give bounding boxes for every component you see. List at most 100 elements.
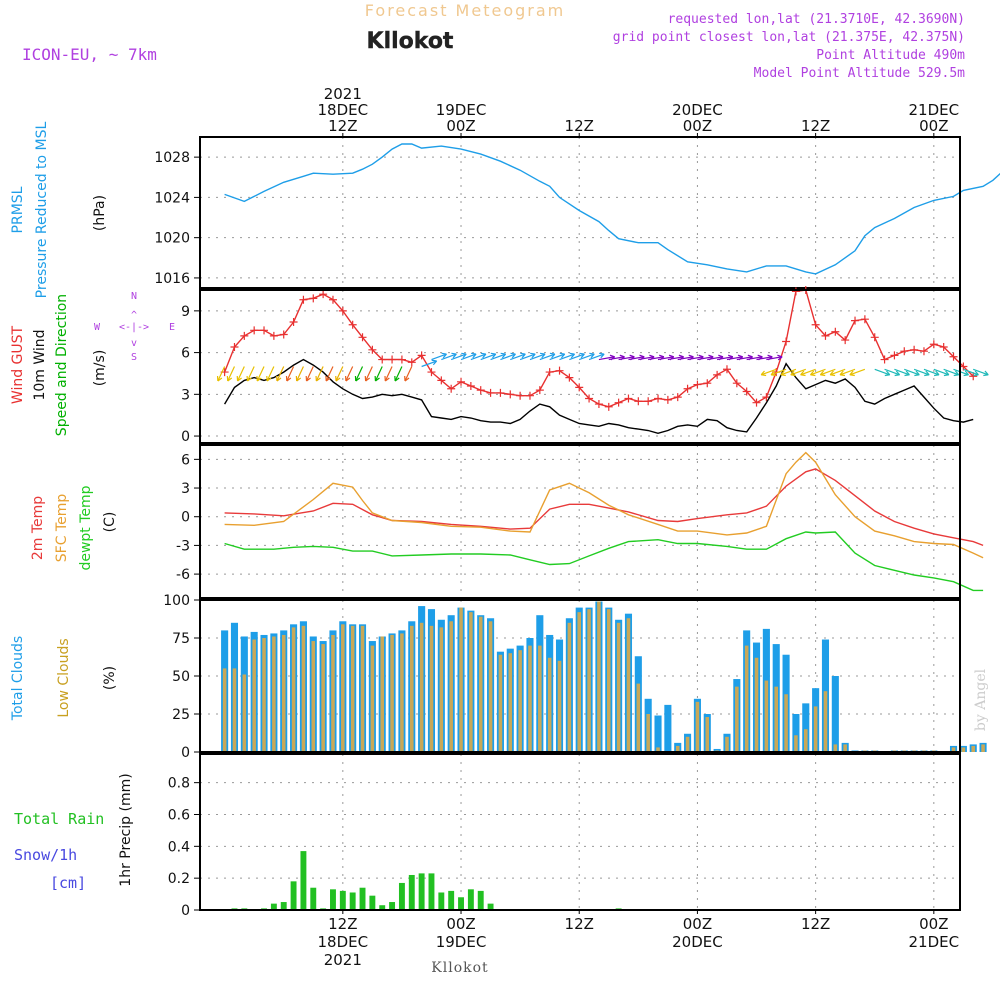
wind-arrow-shaft: [884, 368, 900, 376]
gust-marker: [279, 330, 288, 339]
wind-arrow-head: [315, 375, 321, 382]
wind-arrow-head: [266, 375, 272, 382]
wind-arrow-shaft: [365, 366, 373, 382]
low-cloud-bar: [341, 624, 345, 752]
rain-bar: [349, 892, 356, 910]
wind-direction-arrow: [953, 368, 970, 377]
gust-marker: [890, 351, 899, 360]
wind-direction-arrow: [441, 352, 457, 361]
y-tick-label: 0.8: [168, 776, 190, 792]
wind-arrow-head: [335, 375, 341, 382]
gust-marker: [949, 352, 958, 361]
gust-marker: [821, 331, 830, 340]
series-line-10m-wind: [223, 358, 974, 435]
wind-arrow-shaft: [266, 366, 275, 382]
gust-marker: [713, 370, 722, 379]
gust-marker: [939, 343, 948, 352]
wind-arrow-head: [530, 352, 536, 359]
point-altitude: Point Altitude 490m: [816, 48, 965, 63]
gust-marker: [910, 345, 919, 354]
wind-arrow-head: [849, 370, 855, 377]
wind-direction-arrow: [404, 366, 413, 382]
y-tick-label: 75: [172, 631, 190, 647]
cloud-axis-titles: Total Clouds Low Clouds (%): [10, 636, 118, 721]
gust-marker: [575, 383, 584, 392]
top-time-label: 12Z: [801, 117, 830, 135]
low-cloud-bar: [301, 625, 306, 752]
wind-arrow-shaft: [829, 368, 846, 376]
wind-arrow-shaft: [246, 366, 255, 382]
wind-arrow-shaft: [529, 353, 546, 361]
wind-arrow-head: [809, 370, 816, 377]
wind-direction-arrow: [849, 368, 866, 377]
gust-marker: [654, 394, 663, 403]
wind-arrow-head: [894, 370, 901, 377]
wind-arrow-head: [461, 352, 467, 359]
gust-marker: [722, 365, 731, 374]
wind-arrow-head: [520, 352, 526, 359]
gust-marker: [506, 390, 515, 399]
top-time-label: 12Z: [565, 117, 594, 135]
y-tick-label: 50: [172, 669, 190, 685]
wind-direction-arrow: [790, 368, 806, 377]
low-cloud-bar: [547, 657, 552, 752]
low-cloud-bar: [567, 622, 572, 752]
credit-label: by Angel: [973, 668, 989, 731]
gust-marker: [545, 368, 554, 377]
wind-arrow-head: [914, 370, 920, 377]
gust-marker: [348, 320, 357, 329]
panel-1: 0 3 6 9: [181, 286, 989, 445]
precip-unit-label: 1hr Precip (mm): [118, 773, 134, 886]
top-time-label: 2021: [324, 85, 362, 103]
low-cloud-bar: [331, 634, 335, 752]
rain-bar: [339, 890, 346, 910]
wind-direction-arrow: [335, 366, 344, 382]
wind-arrow-shaft: [394, 366, 403, 382]
pressure-axis-titles: PRMSL Pressure Reduced to MSL (hPa): [10, 121, 108, 298]
gust-marker: [703, 379, 712, 388]
percent-unit-label: (%): [102, 666, 118, 690]
gust-marker: [565, 373, 574, 382]
y-tick-label: 0: [181, 429, 190, 445]
wind-arrow-head: [943, 370, 950, 377]
low-cloud-bar: [449, 621, 453, 752]
bottom-time-label: 21DEC: [909, 933, 960, 951]
y-tick-label: 1028: [154, 150, 190, 166]
gust-marker: [742, 387, 751, 396]
wind-arrow-shaft: [726, 356, 743, 361]
gust-marker: [250, 326, 259, 335]
wind-arrow-shaft: [618, 356, 635, 361]
wind-arrow-head: [404, 375, 410, 382]
wind-arrow-shaft: [355, 366, 364, 382]
gust-marker: [427, 368, 436, 377]
rain-bar: [418, 873, 425, 910]
low-cloud-bar: [735, 686, 739, 752]
wind-arrow-shaft: [973, 368, 989, 376]
low-cloud-bar: [518, 650, 522, 752]
gust-marker: [693, 380, 702, 389]
compass-rose: N W E S <-|-> ^ v: [94, 291, 175, 363]
total-cloud-bar: [792, 714, 800, 752]
low-cloud-bar: [784, 694, 788, 752]
rain-bar: [330, 889, 336, 910]
compass-east: E: [169, 322, 175, 333]
wind-arrow-head: [216, 375, 223, 382]
gust-marker: [388, 355, 397, 364]
gust-marker: [831, 327, 840, 336]
low-cloud-bar: [636, 683, 641, 752]
wind-arrow-shaft: [790, 368, 806, 376]
top-time-label: 20DEC: [672, 101, 723, 119]
low-cloud-bar: [488, 621, 493, 752]
rain-bar: [369, 895, 376, 910]
low-cloud-bar: [971, 745, 975, 752]
wind-direction-arrow: [760, 368, 777, 377]
low-cloud-bar: [774, 686, 778, 752]
wind-arrow-head: [983, 370, 989, 377]
wind-direction-arrow: [364, 366, 373, 382]
wind-direction-arrow: [470, 352, 487, 361]
wind-arrow-shaft: [648, 356, 665, 361]
wind-arrow-shaft: [421, 360, 437, 368]
top-time-label: 00Z: [683, 117, 712, 135]
gust-marker: [555, 366, 564, 375]
wind-direction-arrow: [923, 368, 940, 377]
